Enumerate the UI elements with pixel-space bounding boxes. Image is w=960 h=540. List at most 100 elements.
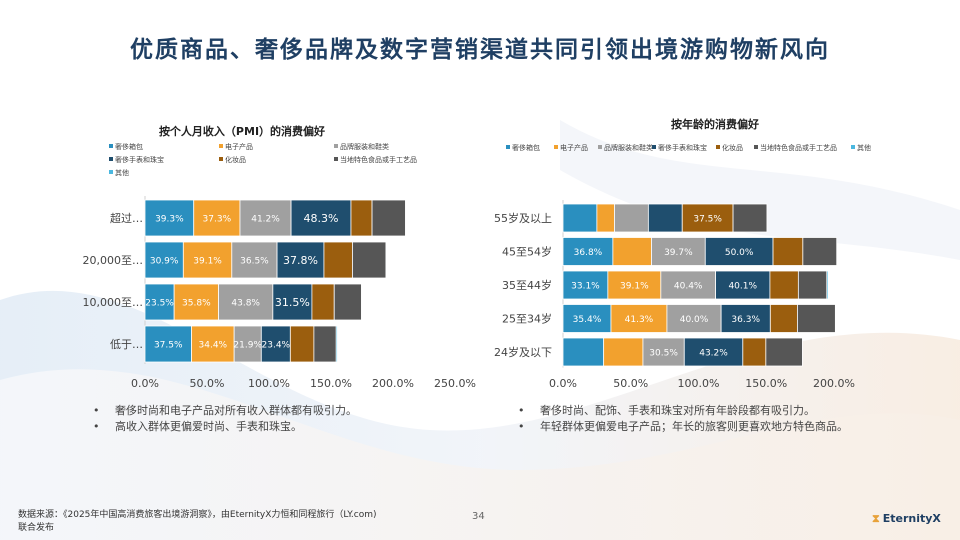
age-legend-swatch bbox=[754, 145, 758, 149]
age-bar-segment bbox=[826, 270, 829, 300]
income-data-label: 41.2% bbox=[251, 215, 280, 225]
income-legend-label: 奢侈手表和珠宝 bbox=[115, 155, 164, 164]
income-legend-swatch bbox=[109, 144, 113, 148]
page-title: 优质商品、奢侈品牌及数字营销渠道共同引领出境游购物新风向 bbox=[130, 37, 830, 63]
age-category-label: 35至44岁 bbox=[502, 278, 552, 292]
age-bar-segment bbox=[772, 237, 804, 266]
income-bar-segment bbox=[371, 199, 406, 237]
age-category-label: 24岁及以下 bbox=[494, 345, 552, 359]
income-data-label: 39.3% bbox=[155, 215, 184, 225]
age-data-label: 43.2% bbox=[699, 349, 728, 359]
age-legend-label: 品牌服装和鞋类 bbox=[604, 143, 653, 152]
income-category-label: 低于… bbox=[110, 338, 143, 351]
age-legend-swatch bbox=[652, 145, 656, 149]
income-bar-segment bbox=[144, 199, 195, 237]
income-x-tick-label: 100.0% bbox=[248, 377, 290, 390]
right-note-1: • 奢侈时尚、配饰、手表和珠宝对所有年龄段都有吸引力。 bbox=[518, 404, 815, 417]
age-bar-segment bbox=[802, 237, 838, 266]
income-x-tick-label: 200.0% bbox=[372, 377, 414, 390]
income-bar-segment bbox=[144, 283, 175, 321]
age-bar-segment bbox=[797, 304, 836, 333]
age-legend-swatch bbox=[598, 145, 602, 149]
page-number: 34 bbox=[472, 511, 485, 522]
income-data-label: 31.5% bbox=[275, 296, 310, 309]
income-bar-segment bbox=[313, 325, 337, 363]
income-bar-segment bbox=[144, 325, 192, 363]
income-data-label: 23.4% bbox=[262, 341, 291, 351]
income-category-label: 超过… bbox=[110, 211, 143, 225]
age-bar-segment bbox=[614, 203, 649, 233]
income-data-label: 30.9% bbox=[150, 257, 179, 267]
income-data-label: 37.5% bbox=[154, 341, 183, 351]
age-x-tick-label: 200.0% bbox=[813, 377, 855, 390]
age-bar-segment bbox=[562, 337, 605, 367]
source-note: 数据来源：《2025年中国高消费旅客出境游洞察》，由EternityX力恒和同程… bbox=[18, 510, 377, 533]
income-bar-segment bbox=[361, 283, 363, 321]
income-bar-segment bbox=[233, 325, 262, 363]
income-bar-segment bbox=[290, 199, 352, 237]
income-data-label: 37.3% bbox=[203, 215, 232, 225]
left-notes: • 奢侈时尚和电子产品对所有收入群体都有吸引力。 • 高收入群体更偏爱时尚、手表和珠… bbox=[93, 403, 357, 435]
income-legend-swatch bbox=[109, 157, 113, 161]
age-legend-label: 化妆品 bbox=[722, 143, 743, 152]
age-data-label: 37.5% bbox=[693, 215, 722, 225]
income-legend-label: 奢侈箱包 bbox=[115, 142, 143, 151]
income-legend-label: 品牌服装和鞋类 bbox=[340, 142, 389, 151]
age-data-label: 39.7% bbox=[664, 248, 693, 258]
age-bar-segment bbox=[647, 203, 683, 233]
income-bar-segment bbox=[272, 283, 313, 321]
income-data-label: 36.5% bbox=[240, 257, 269, 267]
age-category-label: 55岁及以上 bbox=[494, 211, 552, 225]
right-chart-title: 按年龄的消费偏好 bbox=[671, 118, 759, 131]
income-bar-segment bbox=[335, 325, 338, 363]
income-legend-swatch bbox=[109, 170, 113, 174]
age-bar-segment bbox=[596, 203, 615, 233]
age-x-tick-label: 150.0% bbox=[745, 377, 787, 390]
age-bar-segment bbox=[732, 203, 768, 233]
age-data-label: 36.8% bbox=[574, 248, 603, 258]
income-legend-swatch bbox=[219, 157, 223, 161]
income-bar-segment bbox=[276, 241, 325, 279]
right-note-2: • 年轻群体更偏爱电子产品；年长的旅客则更喜欢地方特色商品。 bbox=[518, 420, 848, 433]
age-data-label: 39.1% bbox=[620, 282, 649, 292]
income-x-tick-label: 150.0% bbox=[310, 377, 352, 390]
age-bar-segment bbox=[642, 337, 685, 367]
age-category-label: 25至34岁 bbox=[502, 312, 552, 326]
income-data-label: 35.8% bbox=[182, 299, 211, 309]
age-x-tick-label: 50.0% bbox=[613, 377, 648, 390]
brand-logo: ⧗ EternityX bbox=[872, 512, 941, 525]
age-legend-label: 奢侈手表和珠宝 bbox=[658, 143, 707, 152]
income-data-label: 34.4% bbox=[199, 341, 228, 351]
age-legend-label: 电子产品 bbox=[560, 143, 588, 152]
age-data-label: 33.1% bbox=[571, 282, 600, 292]
age-bar-segment bbox=[797, 270, 828, 300]
income-bar-segment bbox=[231, 241, 278, 279]
hourglass-icon: ⧗ bbox=[872, 512, 880, 525]
age-bar-segment bbox=[607, 270, 662, 300]
age-data-label: 30.5% bbox=[649, 349, 678, 359]
age-bar-segment bbox=[562, 203, 598, 233]
age-bar-segment bbox=[704, 237, 774, 266]
income-bar-segment bbox=[218, 283, 274, 321]
income-bar-segment bbox=[385, 241, 387, 279]
income-data-label: 39.1% bbox=[193, 257, 222, 267]
income-bar-segment bbox=[323, 241, 353, 279]
income-legend-label: 化妆品 bbox=[225, 155, 246, 164]
income-legend-swatch bbox=[334, 157, 338, 161]
income-bar-segment bbox=[260, 325, 291, 363]
income-x-tick-label: 50.0% bbox=[190, 377, 225, 390]
left-note-2: • 高收入群体更偏爱时尚、手表和珠宝。 bbox=[93, 420, 302, 433]
age-legend-label: 当地特色食品或手工艺品 bbox=[760, 143, 837, 152]
income-bar-segment bbox=[405, 199, 407, 237]
age-data-label: 35.4% bbox=[573, 315, 602, 325]
left-note-1: • 奢侈时尚和电子产品对所有收入群体都有吸引力。 bbox=[93, 404, 357, 417]
age-data-label: 40.1% bbox=[728, 282, 757, 292]
income-bar-segment bbox=[352, 241, 387, 279]
income-bar-segment bbox=[350, 199, 373, 237]
age-bar-segment bbox=[562, 270, 609, 300]
age-bar-segment bbox=[562, 237, 614, 266]
age-legend-swatch bbox=[716, 145, 720, 149]
age-data-label: 40.0% bbox=[680, 315, 709, 325]
